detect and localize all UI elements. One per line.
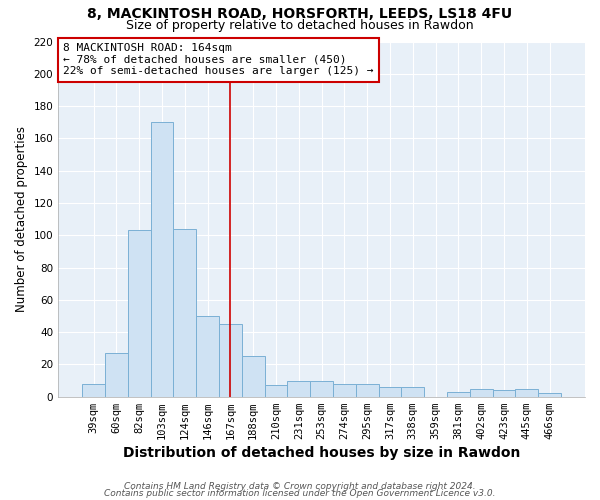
Text: 8 MACKINTOSH ROAD: 164sqm
← 78% of detached houses are smaller (450)
22% of semi: 8 MACKINTOSH ROAD: 164sqm ← 78% of detac…	[64, 44, 374, 76]
Bar	[333, 384, 356, 396]
Bar	[265, 386, 287, 396]
Bar	[470, 388, 493, 396]
X-axis label: Distribution of detached houses by size in Rawdon: Distribution of detached houses by size …	[123, 446, 520, 460]
Bar	[219, 324, 242, 396]
Bar	[105, 353, 128, 397]
Bar	[151, 122, 173, 396]
Bar	[196, 316, 219, 396]
Y-axis label: Number of detached properties: Number of detached properties	[15, 126, 28, 312]
Text: Size of property relative to detached houses in Rawdon: Size of property relative to detached ho…	[126, 18, 474, 32]
Bar	[242, 356, 265, 397]
Bar	[287, 380, 310, 396]
Bar	[173, 229, 196, 396]
Text: Contains public sector information licensed under the Open Government Licence v3: Contains public sector information licen…	[104, 489, 496, 498]
Bar	[493, 390, 515, 396]
Bar	[356, 384, 379, 396]
Bar	[538, 394, 561, 396]
Bar	[128, 230, 151, 396]
Bar	[401, 387, 424, 396]
Text: 8, MACKINTOSH ROAD, HORSFORTH, LEEDS, LS18 4FU: 8, MACKINTOSH ROAD, HORSFORTH, LEEDS, LS…	[88, 8, 512, 22]
Bar	[447, 392, 470, 396]
Bar	[310, 380, 333, 396]
Bar	[82, 384, 105, 396]
Text: Contains HM Land Registry data © Crown copyright and database right 2024.: Contains HM Land Registry data © Crown c…	[124, 482, 476, 491]
Bar	[515, 388, 538, 396]
Bar	[379, 387, 401, 396]
